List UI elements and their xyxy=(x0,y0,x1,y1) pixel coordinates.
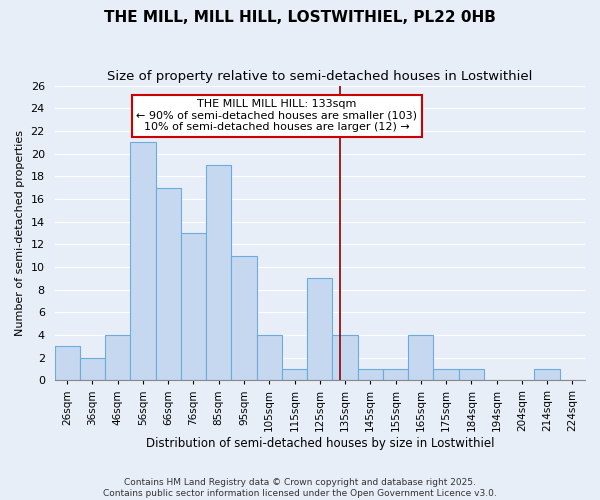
Bar xyxy=(307,278,332,380)
Bar xyxy=(408,335,433,380)
X-axis label: Distribution of semi-detached houses by size in Lostwithiel: Distribution of semi-detached houses by … xyxy=(146,437,494,450)
Y-axis label: Number of semi-detached properties: Number of semi-detached properties xyxy=(15,130,25,336)
Bar xyxy=(130,142,155,380)
Bar xyxy=(433,369,458,380)
Text: THE MILL, MILL HILL, LOSTWITHIEL, PL22 0HB: THE MILL, MILL HILL, LOSTWITHIEL, PL22 0… xyxy=(104,10,496,25)
Bar xyxy=(358,369,383,380)
Bar xyxy=(257,335,282,380)
Bar xyxy=(232,256,257,380)
Text: Contains HM Land Registry data © Crown copyright and database right 2025.
Contai: Contains HM Land Registry data © Crown c… xyxy=(103,478,497,498)
Bar xyxy=(155,188,181,380)
Title: Size of property relative to semi-detached houses in Lostwithiel: Size of property relative to semi-detach… xyxy=(107,70,532,83)
Bar xyxy=(332,335,358,380)
Bar xyxy=(458,369,484,380)
Bar xyxy=(383,369,408,380)
Bar xyxy=(206,165,232,380)
Bar xyxy=(535,369,560,380)
Bar xyxy=(55,346,80,380)
Text: THE MILL MILL HILL: 133sqm
← 90% of semi-detached houses are smaller (103)
10% o: THE MILL MILL HILL: 133sqm ← 90% of semi… xyxy=(136,99,418,132)
Bar xyxy=(105,335,130,380)
Bar xyxy=(282,369,307,380)
Bar xyxy=(181,233,206,380)
Bar xyxy=(80,358,105,380)
